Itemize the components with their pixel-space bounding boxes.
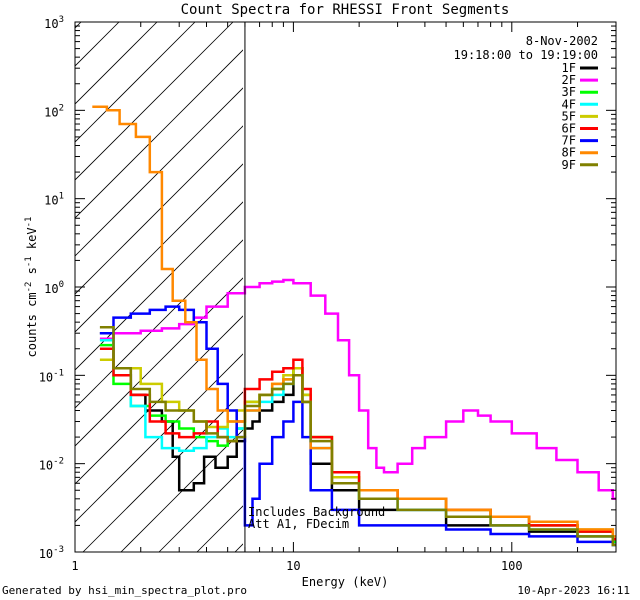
note-text: Att A1, FDecim [248, 517, 349, 531]
y-tick-label: 100 [44, 280, 64, 296]
series-line-2F [99, 278, 616, 501]
hatch-line [120, 429, 243, 552]
chart-title: Count Spectra for RHESSI Front Segments [181, 2, 510, 18]
y-tick-label: 103 [44, 15, 64, 31]
annotation-text: 19:18:00 to 19:19:00 [454, 48, 599, 62]
legend-label-2F: 2F [562, 73, 576, 87]
hatch-line [387, 22, 640, 552]
y-tick-label: 10-3 [39, 545, 64, 561]
y-tick-label: 10-2 [39, 457, 64, 473]
y-tick-label: 102 [44, 103, 64, 119]
hatch-line [75, 22, 234, 181]
legend-label-7F: 7F [562, 134, 576, 148]
x-axis-label: Energy (keV) [302, 575, 389, 589]
hatch-line [75, 277, 243, 447]
x-tick-label: 100 [501, 559, 523, 573]
legend-label-3F: 3F [562, 85, 576, 99]
x-tick-label: 1 [71, 559, 78, 573]
legend-label-8F: 8F [562, 146, 576, 160]
hatch-line [75, 163, 243, 333]
legend-label-5F: 5F [562, 109, 576, 123]
legend-label-6F: 6F [562, 122, 576, 136]
annotation-text: 8-Nov-2002 [526, 34, 598, 48]
y-axis-label: counts cm-2 s-1 keV-1 [24, 217, 39, 358]
hatch-line [75, 315, 243, 485]
x-tick-label: 10 [286, 559, 300, 573]
hatch-line [82, 391, 243, 552]
hatch-line [75, 239, 243, 409]
y-tick-label: 101 [44, 192, 64, 208]
shaded-region-hatch [0, 22, 640, 552]
series-line-7F [99, 305, 616, 547]
hatch-line [75, 49, 243, 219]
footer-generated-by: Generated by hsi_min_spectra_plot.pro [2, 584, 248, 597]
note-text: Includes Background [248, 505, 385, 519]
hatch-line [0, 22, 43, 552]
footer-date: 10-Apr-2023 16:11 [517, 584, 630, 597]
hatch-line [75, 201, 243, 371]
hatch-line [75, 353, 243, 523]
legend-label-1F: 1F [562, 61, 576, 75]
series-line-9F [99, 326, 616, 547]
legend-label-9F: 9F [562, 158, 576, 172]
hatch-line [0, 22, 5, 552]
legend-label-4F: 4F [562, 97, 576, 111]
y-tick-label: 10-1 [39, 368, 64, 384]
hatch-line [75, 87, 243, 257]
